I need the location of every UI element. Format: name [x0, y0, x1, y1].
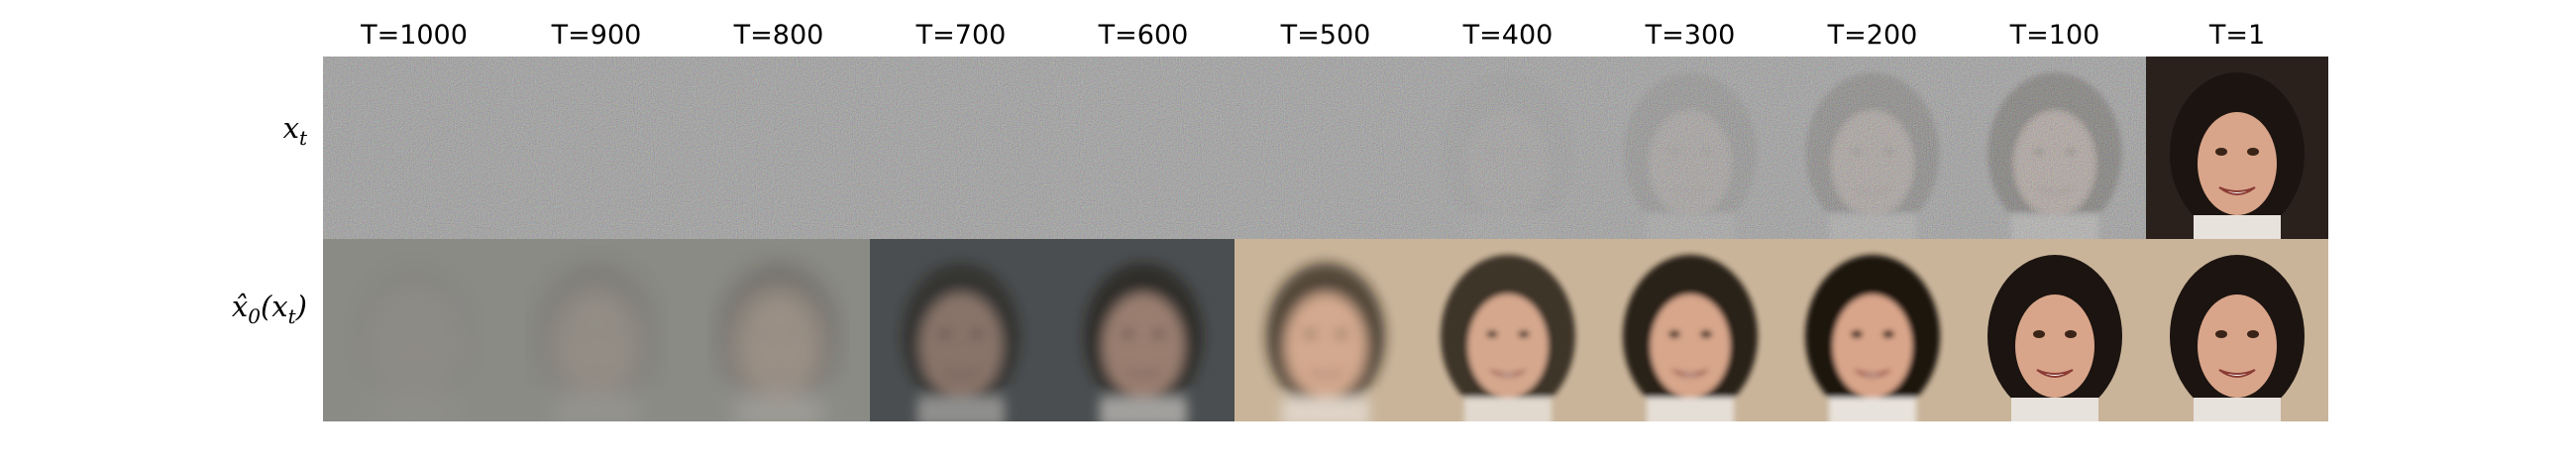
prediction-tile: [1781, 239, 1964, 421]
prediction-tile: [1234, 239, 1417, 421]
prediction-tile: [1052, 239, 1234, 421]
prediction-tile: [870, 239, 1052, 421]
timestep-title: T=100: [2009, 20, 2100, 51]
timestep-title: T=300: [1645, 20, 1736, 51]
prediction-tile: [323, 239, 505, 421]
noisy-sample-tile: [1234, 57, 1417, 239]
row-label-prediction-text: x̂0(xt): [231, 290, 307, 328]
noisy-sample-tile: [1599, 57, 1781, 239]
timestep-title: T=400: [1462, 20, 1554, 51]
noisy-sample-tile: [1417, 57, 1599, 239]
timestep-title: T=800: [733, 20, 824, 51]
prediction-tile: [1417, 239, 1599, 421]
noisy-sample-tile: [1964, 57, 2146, 239]
row-label-noisy: xt: [178, 111, 307, 150]
noisy-sample-tile: [688, 57, 870, 239]
noisy-sample-tile: [1781, 57, 1964, 239]
timestep-title: T=1: [2208, 20, 2266, 51]
timestep-title: T=900: [551, 20, 642, 51]
timestep-title: T=200: [1827, 20, 1918, 51]
noisy-sample-tile: [323, 57, 505, 239]
timestep-title: T=500: [1280, 20, 1371, 51]
row-label-prediction: x̂0(xt): [178, 290, 307, 328]
timestep-title: T=600: [1098, 20, 1189, 51]
noisy-sample-tile: [870, 57, 1052, 239]
prediction-tile: [1964, 239, 2146, 421]
timestep-title: T=700: [915, 20, 1007, 51]
prediction-tile: [2146, 239, 2328, 421]
noisy-sample-tile: [505, 57, 688, 239]
timestep-title: T=1000: [361, 20, 468, 51]
noisy-sample-tile: [1052, 57, 1234, 239]
prediction-tile: [688, 239, 870, 421]
prediction-tile: [1599, 239, 1781, 421]
noisy-sample-tile: [2146, 57, 2328, 239]
row-label-noisy-text: xt: [282, 111, 307, 150]
prediction-tile: [505, 239, 688, 421]
